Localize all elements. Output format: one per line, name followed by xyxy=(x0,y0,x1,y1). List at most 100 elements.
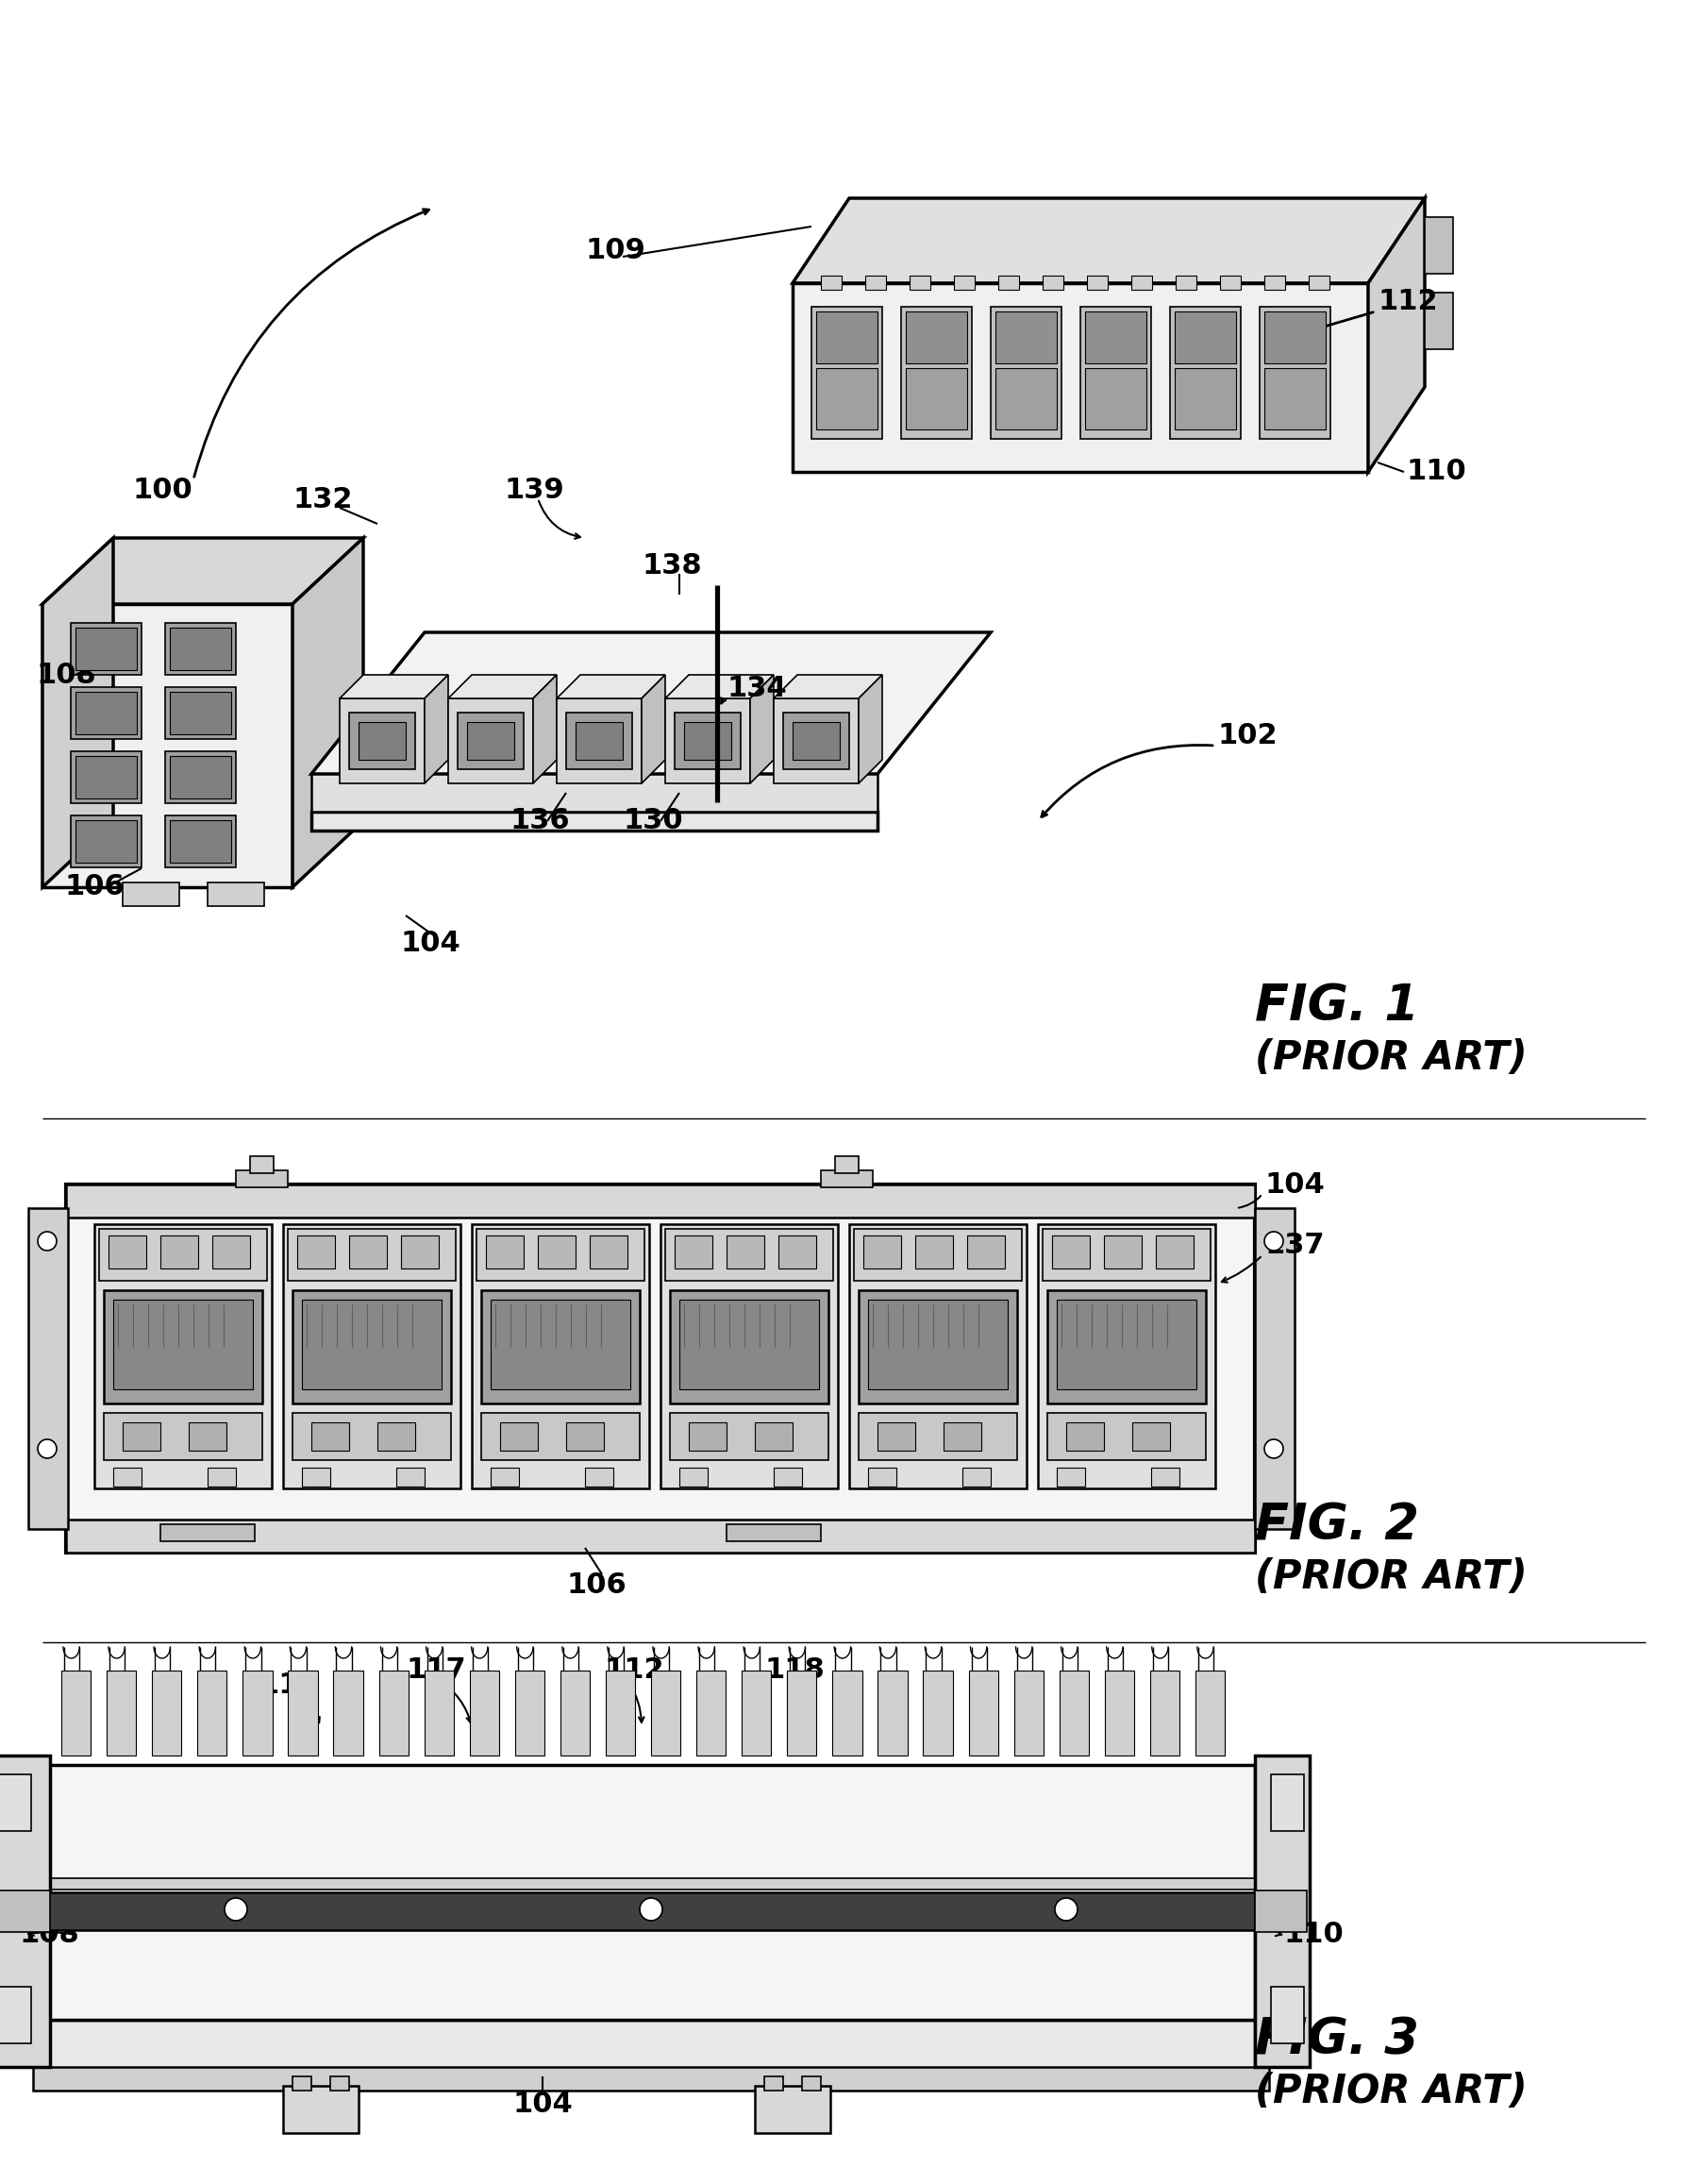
Circle shape xyxy=(1055,1898,1077,1920)
Bar xyxy=(996,312,1057,363)
Bar xyxy=(1264,312,1325,363)
Bar xyxy=(491,1299,630,1389)
Bar xyxy=(1254,1891,1307,1933)
Bar xyxy=(783,712,849,769)
Bar xyxy=(61,1671,91,1756)
Bar xyxy=(170,692,231,734)
Bar xyxy=(538,1236,576,1269)
Bar xyxy=(1080,306,1151,439)
Polygon shape xyxy=(749,675,773,784)
Polygon shape xyxy=(449,699,533,784)
Bar xyxy=(103,1413,262,1461)
Bar xyxy=(165,688,236,738)
Bar xyxy=(1425,216,1453,273)
Bar xyxy=(334,1671,363,1756)
Bar xyxy=(469,1671,500,1756)
Bar xyxy=(1308,275,1330,290)
Bar xyxy=(923,1671,952,1756)
Bar xyxy=(787,1671,817,1756)
Bar xyxy=(1271,1773,1303,1830)
Bar xyxy=(1170,306,1241,439)
Bar xyxy=(152,1671,182,1756)
Polygon shape xyxy=(793,199,1425,284)
Text: 112: 112 xyxy=(604,1658,663,1684)
Bar xyxy=(66,1520,1254,1553)
Bar xyxy=(289,1671,317,1756)
Circle shape xyxy=(225,1898,246,1920)
Bar xyxy=(675,712,741,769)
Bar xyxy=(397,1468,425,1487)
Bar xyxy=(660,1225,837,1489)
Bar xyxy=(1057,1299,1197,1389)
Bar xyxy=(1085,312,1146,363)
Bar xyxy=(113,1299,253,1389)
Bar xyxy=(679,1299,819,1389)
Bar xyxy=(906,369,967,430)
Bar xyxy=(606,1671,635,1756)
Bar xyxy=(1151,1468,1180,1487)
Bar xyxy=(863,1236,901,1269)
Bar xyxy=(1104,1671,1134,1756)
Bar xyxy=(820,1171,873,1188)
Bar xyxy=(515,1671,545,1756)
Text: 137: 137 xyxy=(1264,1232,1325,1260)
Bar xyxy=(292,1413,451,1461)
Text: 104: 104 xyxy=(402,930,461,957)
Bar xyxy=(589,1236,628,1269)
Bar xyxy=(292,2077,311,2090)
Circle shape xyxy=(1264,1232,1283,1251)
Bar xyxy=(349,1236,387,1269)
Bar xyxy=(778,1236,817,1269)
Bar xyxy=(34,2066,1269,2090)
Bar xyxy=(476,1230,645,1280)
Text: 104: 104 xyxy=(513,2090,572,2118)
Bar xyxy=(1043,275,1063,290)
Bar xyxy=(817,369,878,430)
Bar xyxy=(697,1671,726,1756)
Text: 116: 116 xyxy=(260,1671,319,1699)
Bar xyxy=(491,1468,518,1487)
Bar xyxy=(670,1413,829,1461)
Bar xyxy=(969,1671,998,1756)
Bar xyxy=(1085,369,1146,430)
Bar xyxy=(302,1468,331,1487)
Bar xyxy=(1087,275,1107,290)
Polygon shape xyxy=(793,284,1369,472)
Polygon shape xyxy=(557,675,665,699)
Bar xyxy=(284,1225,461,1489)
Bar xyxy=(836,1155,859,1173)
Bar xyxy=(878,1422,915,1450)
Bar xyxy=(47,1878,1254,1889)
Bar xyxy=(0,1773,30,1830)
Polygon shape xyxy=(42,605,292,887)
Bar xyxy=(123,882,179,906)
Bar xyxy=(1264,369,1325,430)
Bar xyxy=(71,751,142,804)
Bar xyxy=(802,2077,820,2090)
Bar xyxy=(100,1230,267,1280)
Bar xyxy=(560,1671,589,1756)
Text: 139: 139 xyxy=(505,476,565,505)
Bar xyxy=(793,723,839,760)
Bar xyxy=(967,1236,1004,1269)
Bar xyxy=(297,1236,334,1269)
Text: (PRIOR ART): (PRIOR ART) xyxy=(1254,1557,1528,1597)
Text: (PRIOR ART): (PRIOR ART) xyxy=(1254,1037,1528,1079)
Polygon shape xyxy=(665,699,749,784)
Bar xyxy=(1043,1230,1210,1280)
Polygon shape xyxy=(292,537,363,887)
Text: 104: 104 xyxy=(1264,1171,1325,1199)
Bar xyxy=(123,1422,160,1450)
Bar xyxy=(71,622,142,675)
Text: 110: 110 xyxy=(1283,1922,1344,1948)
Bar xyxy=(859,1291,1018,1404)
Bar xyxy=(859,1413,1018,1461)
Bar xyxy=(910,275,930,290)
Text: 138: 138 xyxy=(641,553,702,581)
Bar xyxy=(284,2086,358,2134)
Bar xyxy=(402,1236,439,1269)
Text: FIG. 1: FIG. 1 xyxy=(1254,981,1420,1031)
Bar xyxy=(726,1524,820,1542)
Bar xyxy=(1133,1422,1170,1450)
Bar xyxy=(47,2020,1254,2073)
